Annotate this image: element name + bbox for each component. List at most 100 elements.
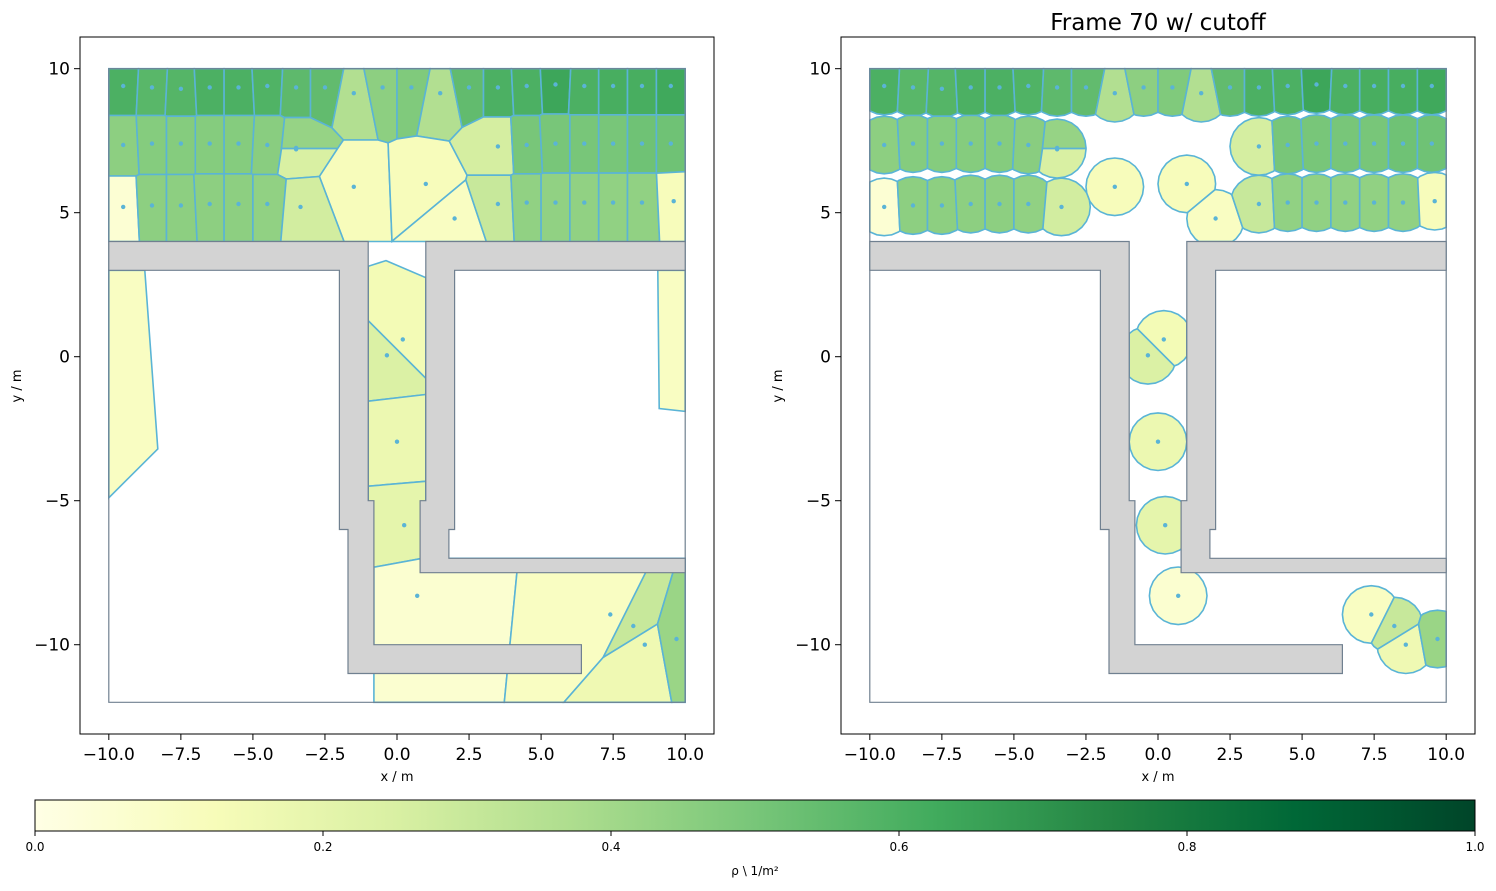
left-xlabel: x / m bbox=[380, 770, 413, 785]
right-pedestrian-point-60 bbox=[1435, 636, 1440, 642]
right-pedestrian-point-47 bbox=[1314, 200, 1319, 205]
left-wall-0 bbox=[108, 240, 582, 675]
left-pedestrian-point-50 bbox=[639, 200, 645, 205]
left-cell-41 bbox=[223, 173, 254, 243]
right-pedestrian-point-7 bbox=[1083, 85, 1089, 90]
left-pedestrian-point-25 bbox=[265, 142, 270, 148]
right-cell-51 bbox=[1416, 171, 1447, 231]
right-xtick-label-0: −10.0 bbox=[844, 745, 896, 765]
right-cell-19 bbox=[1416, 67, 1447, 116]
left-ytick-label-1: 5 bbox=[59, 204, 70, 224]
right-cell-43 bbox=[1042, 177, 1092, 237]
left-pedestrian-point-32 bbox=[553, 141, 558, 146]
left-pedestrian-point-44 bbox=[452, 216, 457, 221]
right-xtick-label-2: −5.0 bbox=[993, 745, 1034, 765]
right-pedestrian-point-36 bbox=[1429, 141, 1435, 146]
right-cells bbox=[869, 67, 1447, 675]
right-cell-9 bbox=[1123, 67, 1159, 118]
right-pedestrian-point-17 bbox=[1371, 83, 1377, 89]
left-pedestrian-point-34 bbox=[610, 141, 616, 146]
left-pedestrian-point-5 bbox=[265, 83, 270, 89]
right-pedestrian-point-24 bbox=[997, 141, 1002, 146]
left-pedestrian-point-27 bbox=[293, 147, 299, 152]
right-pedestrian-point-15 bbox=[1314, 82, 1319, 87]
left-pedestrian-point-40 bbox=[207, 201, 212, 207]
left-pedestrian-point-30 bbox=[495, 144, 501, 149]
right-pedestrian-point-19 bbox=[1429, 83, 1435, 89]
left-pedestrian-point-56 bbox=[415, 593, 420, 598]
right-wall-0 bbox=[869, 240, 1343, 675]
left-pedestrian-point-33 bbox=[582, 141, 587, 146]
left-xticks: −10.0 −7.5 −5.0 −2.5 0.0 2.5 5.0 7.5 10.0 bbox=[83, 734, 704, 765]
right-pedestrian-point-13 bbox=[1256, 85, 1262, 90]
left-cell-16 bbox=[567, 67, 600, 116]
left-xtick-label-4: 0.0 bbox=[383, 745, 410, 765]
right-ytick-label-1: 5 bbox=[820, 204, 831, 224]
right-pedestrian-point-18 bbox=[1400, 83, 1406, 89]
left-region-1 bbox=[656, 269, 686, 413]
right-pedestrian-point-43 bbox=[1059, 204, 1064, 210]
left-region-0 bbox=[108, 269, 159, 500]
left-boundary bbox=[108, 68, 686, 703]
right-wall-1 bbox=[1180, 240, 1447, 574]
right-pedestrian-point-2 bbox=[939, 86, 945, 92]
left-pedestrian-point-4 bbox=[236, 85, 241, 90]
right-pedestrian-point-1 bbox=[910, 85, 916, 90]
left-pedestrian-point-45 bbox=[495, 201, 501, 207]
left-pedestrian-point-7 bbox=[322, 85, 328, 90]
left-xtick-label-6: 5.0 bbox=[528, 745, 555, 765]
right-pedestrian-point-3 bbox=[968, 85, 973, 90]
left-cell-40 bbox=[192, 173, 225, 243]
right-pedestrian-point-4 bbox=[997, 85, 1002, 90]
right-pedestrian-point-53 bbox=[1145, 353, 1151, 358]
right-pedestrian-point-9 bbox=[1141, 85, 1146, 90]
left-pedestrian-point-22 bbox=[178, 141, 184, 146]
left-pedestrian-point-41 bbox=[236, 201, 241, 207]
left-cell-1 bbox=[135, 67, 169, 117]
left-cells bbox=[108, 67, 686, 704]
right-cell-16 bbox=[1328, 67, 1361, 116]
colorbar-ticks: 0.0 0.2 0.4 0.6 0.8 1.0 bbox=[25, 831, 1485, 854]
right-pedestrian-point-48 bbox=[1343, 200, 1348, 205]
right-ytick-label-4: −10 bbox=[795, 636, 831, 656]
right-title: Frame 70 w/ cutoff bbox=[1050, 10, 1267, 36]
left-xtick-label-1: −7.5 bbox=[160, 745, 201, 765]
left-cell-39 bbox=[165, 173, 198, 243]
left-pedestrian-point-48 bbox=[582, 200, 587, 205]
colorbar-tick-label-1: 0.2 bbox=[313, 840, 332, 854]
left-points bbox=[121, 82, 679, 647]
right-pedestrian-point-51 bbox=[1432, 199, 1437, 204]
right-pedestrian-point-21 bbox=[910, 141, 916, 146]
right-pedestrian-point-38 bbox=[910, 203, 916, 208]
right-pedestrian-point-58 bbox=[1392, 623, 1397, 629]
colorbar-tick-label-5: 1.0 bbox=[1465, 840, 1484, 854]
right-xtick-label-1: −7.5 bbox=[921, 745, 962, 765]
left-cell-6 bbox=[279, 67, 312, 119]
left-ytick-label-2: 0 bbox=[59, 348, 70, 368]
right-xtick-label-4: 0.0 bbox=[1144, 745, 1171, 765]
right-xtick-label-8: 10.0 bbox=[1427, 745, 1465, 765]
left-pedestrian-point-8 bbox=[351, 91, 356, 96]
left-pedestrian-point-3 bbox=[207, 85, 212, 90]
right-pedestrian-point-25 bbox=[1026, 142, 1031, 148]
left-pedestrian-point-52 bbox=[400, 337, 405, 342]
left-ytick-label-0: 10 bbox=[48, 60, 70, 80]
right-cell-5 bbox=[1012, 67, 1045, 116]
right-pedestrian-point-49 bbox=[1371, 200, 1377, 205]
right-cell-45 bbox=[1230, 174, 1276, 234]
right-cell-15 bbox=[1300, 67, 1333, 115]
right-pedestrian-point-22 bbox=[939, 141, 945, 146]
left-cell-13 bbox=[482, 67, 515, 118]
left-pedestrian-point-24 bbox=[236, 141, 241, 146]
right-geometry bbox=[869, 68, 1447, 703]
right-cell-3 bbox=[954, 67, 986, 117]
right-cell-30 bbox=[1229, 116, 1276, 177]
left-pedestrian-point-47 bbox=[553, 200, 558, 205]
left-cell-2 bbox=[164, 67, 198, 117]
right-pedestrian-point-45 bbox=[1256, 201, 1262, 207]
right-pedestrian-point-59 bbox=[1403, 642, 1409, 647]
left-pedestrian-point-51 bbox=[671, 199, 676, 204]
right-cell-18 bbox=[1387, 67, 1419, 116]
right-pedestrian-point-37 bbox=[882, 204, 887, 210]
left-panel: −10.0 −7.5 −5.0 −2.5 0.0 2.5 5.0 7.5 10.0 10 5 0 −5… bbox=[10, 36, 715, 785]
